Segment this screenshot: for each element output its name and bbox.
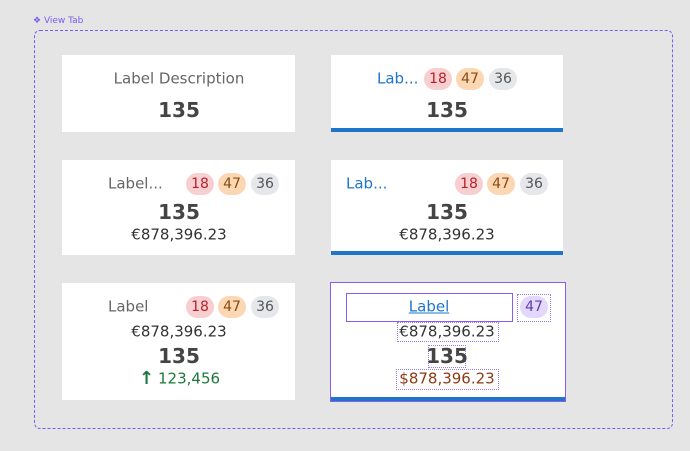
secondary-box bbox=[396, 369, 499, 390]
badge: 18 bbox=[186, 173, 214, 195]
badge: 36 bbox=[251, 173, 279, 195]
card-amount: €878,396.23 bbox=[131, 225, 227, 244]
card bbox=[331, 55, 563, 132]
card-label: Lab... bbox=[346, 174, 388, 193]
card-value: 135 bbox=[426, 98, 468, 122]
frame-label: ❖ View Tab bbox=[33, 16, 84, 26]
badge: 47 bbox=[456, 68, 484, 90]
badge: 36 bbox=[520, 173, 548, 195]
active-indicator bbox=[331, 397, 565, 401]
card-label: Label... bbox=[108, 174, 163, 193]
amount-box bbox=[397, 322, 499, 342]
active-indicator bbox=[331, 251, 563, 255]
card-value: 135 bbox=[158, 200, 200, 224]
badge: 47 bbox=[520, 296, 548, 318]
card-label: Label Description bbox=[113, 69, 245, 88]
card-amount: €878,396.23 bbox=[131, 322, 227, 341]
value-box bbox=[428, 345, 466, 368]
label-box bbox=[346, 293, 513, 322]
card-label: Lab... bbox=[377, 69, 419, 88]
card-value: 135 bbox=[426, 344, 468, 368]
card-value: 135 bbox=[158, 344, 200, 368]
card-label-link[interactable]: Label bbox=[408, 297, 450, 316]
frame-label-text: View Tab bbox=[43, 16, 84, 26]
card-amount: €878,396.23 bbox=[399, 322, 495, 341]
badge-box bbox=[517, 294, 551, 322]
card-value: 135 bbox=[426, 200, 468, 224]
badge: 18 bbox=[186, 296, 214, 318]
badge: 18 bbox=[455, 173, 483, 195]
badge: 47 bbox=[218, 296, 246, 318]
card-amount: €878,396.23 bbox=[399, 225, 495, 244]
trend-value: 123,456 bbox=[158, 369, 221, 388]
badge: 47 bbox=[487, 173, 515, 195]
card-value: 135 bbox=[158, 98, 200, 122]
trend-arrow: ↑ bbox=[139, 368, 155, 389]
badge: 18 bbox=[424, 68, 452, 90]
active-indicator bbox=[331, 128, 563, 132]
badge: 47 bbox=[218, 173, 246, 195]
card-label: Label bbox=[108, 297, 149, 316]
card bbox=[62, 55, 295, 132]
card-secondary: $878,396.23 bbox=[399, 369, 495, 388]
badge: 36 bbox=[251, 296, 279, 318]
view-tab-frame bbox=[34, 30, 673, 429]
badge: 36 bbox=[489, 68, 517, 90]
